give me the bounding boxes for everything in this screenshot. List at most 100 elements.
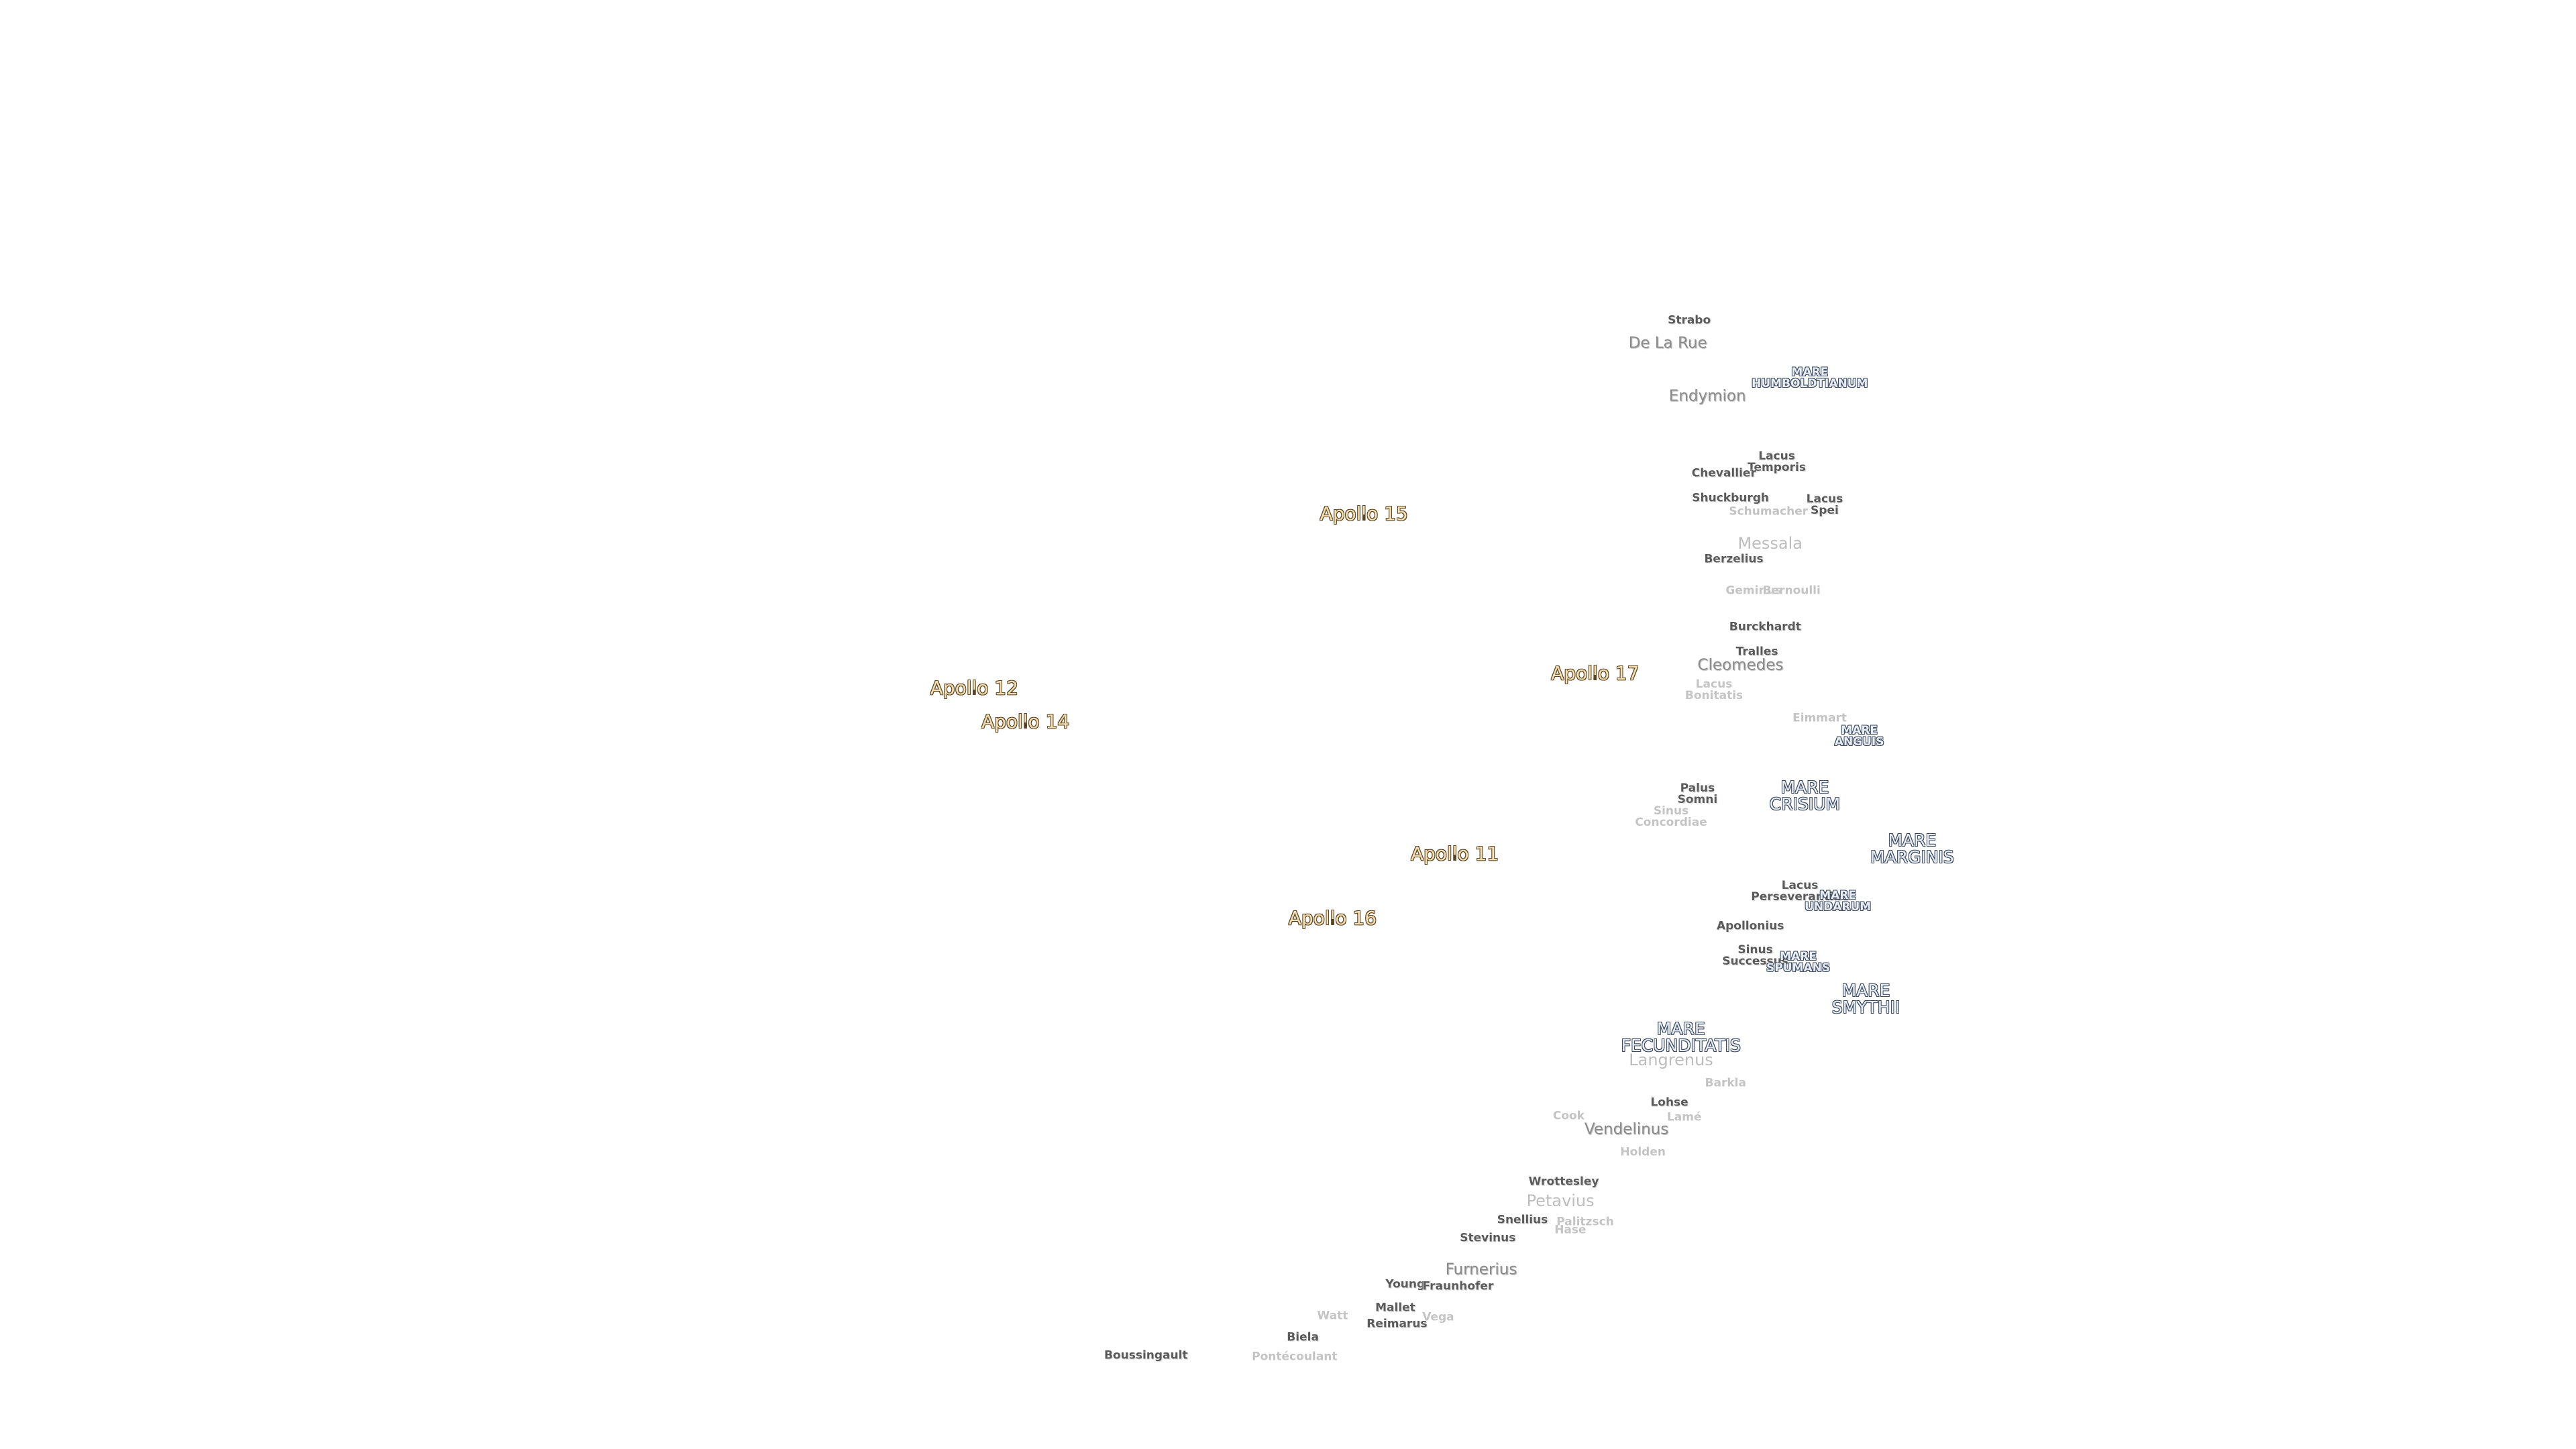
feature-label: Lacus Temporis — [1748, 451, 1806, 474]
mare-label: MARE MARGINIS — [1870, 832, 1954, 865]
feature-label: Snellius — [1497, 1213, 1548, 1227]
feature-label: Geminus — [1725, 585, 1781, 597]
label-line: De La Rue — [1628, 334, 1707, 352]
feature-label: Watt — [1317, 1310, 1348, 1322]
feature-label: Barkla — [1705, 1077, 1746, 1089]
label-line: MARE — [1791, 365, 1829, 379]
label-line: Eimmart — [1792, 711, 1847, 725]
feature-label: Apollonius — [1717, 920, 1784, 932]
feature-label: Vendelinus — [1585, 1122, 1668, 1137]
feature-label: Young — [1385, 1279, 1425, 1291]
label-line: MARGINIS — [1870, 847, 1954, 867]
label-line: Reimarus — [1366, 1317, 1428, 1331]
landing-site-label: Apollo 11 — [1411, 844, 1499, 863]
feature-label: Palus Somni — [1677, 782, 1718, 806]
label-line: Temporis — [1748, 461, 1806, 475]
feature-label: Eimmart — [1792, 712, 1847, 724]
feature-label: Tralles — [1736, 646, 1778, 658]
label-line: Apollo 14 — [981, 710, 1070, 733]
label-line: Schumacher — [1729, 504, 1809, 519]
feature-label: Cleomedes — [1697, 657, 1783, 673]
label-line: Berzelius — [1704, 552, 1764, 566]
label-line: ANGUIS — [1834, 735, 1884, 749]
label-line: Apollonius — [1716, 919, 1784, 933]
label-line: Somni — [1677, 792, 1718, 806]
mare-label: MARE UNDARUM — [1805, 890, 1871, 913]
label-line: Lacus — [1781, 879, 1819, 893]
feature-label: Sinus Concordiae — [1635, 806, 1707, 828]
mare-label: MARE HUMBOLDTIANUM — [1752, 365, 1868, 390]
feature-label: Palitzsch — [1556, 1216, 1613, 1228]
feature-label: Fraunhofer — [1423, 1281, 1494, 1292]
label-line: Young — [1385, 1277, 1426, 1291]
feature-label: Burckhardt — [1729, 620, 1801, 634]
feature-label: Messala — [1737, 535, 1803, 551]
label-line: Stevinus — [1460, 1231, 1516, 1245]
label-line: SPUMANS — [1766, 961, 1831, 975]
label-line: Palitzsch — [1556, 1215, 1614, 1228]
feature-label: Reimarus — [1366, 1317, 1428, 1331]
label-line: Concordiae — [1635, 816, 1707, 830]
label-line: CRISIUM — [1769, 794, 1841, 814]
label-line: Sinus — [1653, 804, 1689, 818]
label-line: Mallet — [1375, 1301, 1415, 1314]
label-line: Apollo 16 — [1288, 906, 1377, 929]
label-line: Chevallier — [1691, 466, 1756, 480]
label-line: Bernoulli — [1762, 584, 1821, 598]
landing-site-label: Apollo 12 — [930, 679, 1018, 698]
landing-site-label: Apollo 17 — [1551, 664, 1639, 683]
label-line: HUMBOLDTIANUM — [1752, 376, 1868, 390]
feature-label: Schumacher — [1729, 506, 1808, 518]
label-line: Perseverantiae — [1751, 890, 1849, 904]
feature-label: Wrottesley — [1529, 1176, 1599, 1188]
mare-label: MARE ANGUIS — [1834, 723, 1884, 749]
feature-label: Endymion — [1669, 388, 1746, 404]
label-line: Lohse — [1650, 1095, 1688, 1110]
label-line: MARE — [1819, 888, 1857, 902]
mare-label: MARE CRISIUM — [1770, 779, 1840, 812]
label-line: Vega — [1422, 1310, 1454, 1324]
feature-label: Langrenus — [1629, 1052, 1713, 1068]
label-line: Watt — [1317, 1309, 1348, 1323]
label-line: UNDARUM — [1805, 900, 1872, 914]
label-line: Petavius — [1526, 1191, 1595, 1210]
feature-label: Shuckburgh — [1692, 491, 1770, 505]
label-line: Successus — [1722, 955, 1788, 969]
label-line: Bonitatis — [1684, 688, 1743, 702]
feature-label: Boussingault — [1104, 1350, 1188, 1361]
feature-label: Bernoulli — [1762, 584, 1821, 598]
feature-label: Sinus Successus — [1722, 945, 1788, 967]
feature-label: Cook — [1553, 1110, 1585, 1122]
landing-site-label: Apollo 16 — [1288, 906, 1377, 929]
feature-label: Stevinus — [1460, 1231, 1516, 1245]
landing-site-label: Apollo 14 — [981, 712, 1069, 731]
feature-label: Lacus Spei — [1807, 494, 1843, 517]
mare-label: MARE SPUMANS — [1766, 951, 1830, 974]
landing-site-label: Apollo 15 — [1320, 504, 1408, 523]
label-line: Sinus — [1737, 943, 1773, 957]
feature-label: Mallet — [1375, 1302, 1415, 1313]
label-line: MARE — [1841, 723, 1878, 737]
label-line: Shuckburgh — [1692, 491, 1770, 505]
label-line: Endymion — [1668, 387, 1746, 405]
label-line: MARE — [1888, 830, 1937, 851]
label-line: Biela — [1287, 1330, 1319, 1344]
label-line: Cleomedes — [1697, 656, 1784, 674]
label-line: Snellius — [1497, 1213, 1548, 1227]
mare-label: MARE FECUNDITATIS — [1621, 1020, 1741, 1054]
feature-label: De La Rue — [1629, 335, 1707, 351]
feature-label: Holden — [1620, 1146, 1666, 1159]
feature-label: Lohse — [1650, 1097, 1688, 1109]
feature-label: Strabo — [1668, 315, 1711, 326]
feature-label: Chevallier — [1692, 468, 1756, 480]
label-line: Lacus — [1695, 677, 1733, 691]
feature-label: Lacus Bonitatis — [1684, 677, 1743, 702]
label-line: Barkla — [1705, 1076, 1746, 1090]
feature-label: Biela — [1287, 1332, 1319, 1343]
label-line: Fraunhofer — [1422, 1279, 1494, 1293]
label-line: Burckhardt — [1729, 620, 1801, 634]
label-line: MARE — [1841, 981, 1890, 1001]
label-line: Pontécoulant — [1252, 1350, 1338, 1364]
